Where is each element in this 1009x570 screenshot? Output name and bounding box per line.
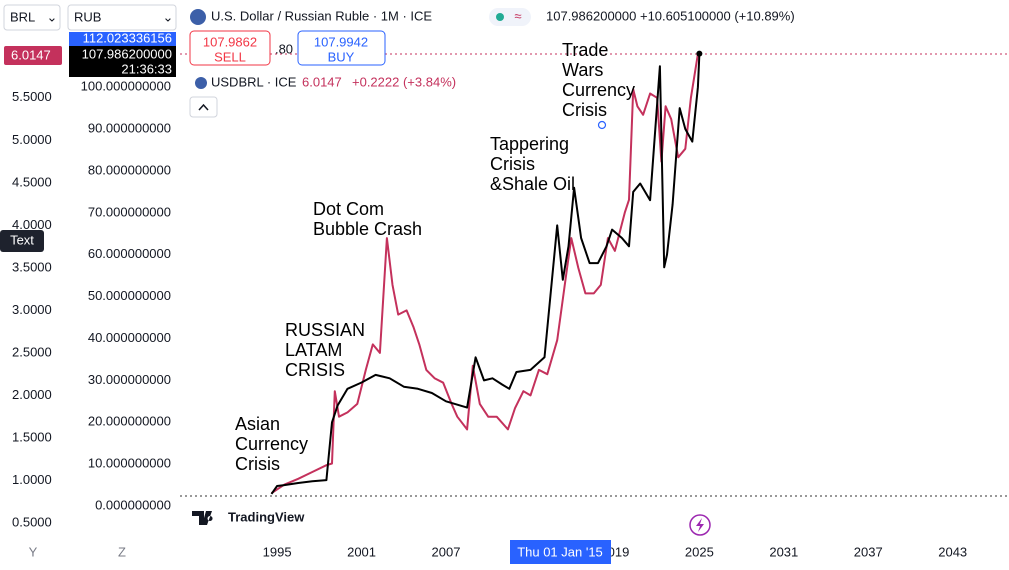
sell-label: SELL <box>214 49 246 64</box>
annotation: Bubble Crash <box>313 219 422 239</box>
dropdown-arrow: ⌄ <box>47 9 58 24</box>
annotation: Currency <box>235 434 308 454</box>
status-badge <box>489 8 531 26</box>
y-tick-label: 4.0000 <box>12 217 52 232</box>
y2-tick-label: 80.000000000 <box>88 162 171 177</box>
annotation: Crisis <box>562 100 607 120</box>
buy-price: 107.9942 <box>314 34 368 49</box>
flag-icon <box>190 9 206 25</box>
y2-tick-label: 90.000000000 <box>88 120 171 135</box>
y-tick-label: 4.5000 <box>12 174 52 189</box>
price-tag-text: 6.0147 <box>11 47 51 62</box>
y2-tick-label: 40.000000000 <box>88 330 171 345</box>
tooltip-text: Text <box>10 232 34 247</box>
series-line <box>270 53 701 495</box>
dropdown-arrow: ⌄ <box>163 9 174 24</box>
collapse-icon <box>198 103 209 111</box>
annotation: Currency <box>562 80 635 100</box>
price-tag-text: 112.023336156 <box>83 30 172 45</box>
price-tag <box>69 46 176 77</box>
y-tick-label: 3.0000 <box>12 302 52 317</box>
y2-tick-label: 20.000000000 <box>88 414 171 429</box>
y2-tick-label: 50.000000000 <box>88 288 171 303</box>
y-tick-label: 1.5000 <box>12 429 52 444</box>
annotation: CRISIS <box>285 360 345 380</box>
quote: 107.986200000 +10.605100000 (+10.89%) <box>546 8 795 23</box>
y2-tick-label: 60.000000000 <box>88 246 171 261</box>
symbol-title[interactable]: U.S. Dollar / Russian Ruble · 1M · ICE <box>211 8 432 23</box>
status-dot <box>496 13 504 21</box>
x-tick-label: 2037 <box>854 544 883 559</box>
dropdown-label: BRL <box>10 9 35 24</box>
x-tick-label: 2025 <box>685 544 714 559</box>
sell-price: 107.9862 <box>203 34 257 49</box>
event-icon-bolt <box>696 518 704 532</box>
y-tick-label: 3.5000 <box>12 259 52 274</box>
price-tag-text: 107.986200000 <box>82 46 172 61</box>
countdown: 21:36:33 <box>121 61 172 76</box>
dropdown-label: RUB <box>74 9 101 24</box>
annotation: Wars <box>562 60 603 80</box>
crosshair-date-tag <box>510 540 611 564</box>
tooltip <box>0 230 44 252</box>
x-tick-label: 2001 <box>347 544 376 559</box>
annotation: Asian <box>235 414 280 434</box>
y-tick-label: 5.5000 <box>12 89 52 104</box>
secondary-symbol[interactable]: USDBRL · ICE <box>211 74 297 89</box>
x-tick-label: 2007 <box>432 544 461 559</box>
dropdown[interactable] <box>3 4 61 31</box>
marker <box>597 120 607 130</box>
last-point <box>696 50 703 57</box>
annotation: Crisis <box>235 454 280 474</box>
series-line <box>270 53 699 495</box>
annotation: LATAM <box>285 340 342 360</box>
x-tick-label: 2043 <box>938 544 967 559</box>
y-tick-label: 0.5000 <box>12 514 52 529</box>
axis-button[interactable]: Z <box>118 544 126 559</box>
y2-tick-label: 70.000000000 <box>88 204 171 219</box>
logo: TradingView <box>228 509 305 524</box>
annotation: Tappering <box>490 134 569 154</box>
annotation: RUSSIAN <box>285 320 365 340</box>
sell-button[interactable] <box>189 30 271 66</box>
y-tick-label: 2.5000 <box>12 344 52 359</box>
y2-tick-label: 100.000000000 <box>81 79 171 94</box>
annotation: Dot Com <box>313 199 384 219</box>
y-tick-label: 2.0000 <box>12 387 52 402</box>
price-tag <box>4 46 62 65</box>
secondary-price: 6.0147 <box>302 74 342 89</box>
y-tick-label: 1.0000 <box>12 472 52 487</box>
annotation: Trade <box>562 40 608 60</box>
axis-button[interactable]: Y <box>29 544 38 559</box>
annotation: Crisis <box>490 154 535 174</box>
spread: .80 <box>275 41 293 56</box>
flag-icon <box>195 77 207 89</box>
x-tick-label: 1995 <box>263 544 292 559</box>
buy-button[interactable] <box>297 30 386 66</box>
secondary-change: +0.2222 (+3.84%) <box>352 74 456 89</box>
collapse-button[interactable] <box>189 96 218 118</box>
annotation: &Shale Oil <box>490 174 575 194</box>
y2-tick-label: 0.000000000 <box>95 498 171 513</box>
dropdown[interactable] <box>67 4 177 31</box>
y-tick-label: 5.0000 <box>12 132 52 147</box>
y2-tick-label: 10.000000000 <box>88 456 171 471</box>
buy-label: BUY <box>328 49 355 64</box>
price-tag <box>69 32 176 46</box>
logo-icon <box>192 511 213 525</box>
status-icon: ≈ <box>514 8 521 23</box>
y2-tick-label: 30.000000000 <box>88 372 171 387</box>
crosshair-date: Thu 01 Jan '15 <box>517 544 603 559</box>
x-tick-label: 2031 <box>769 544 798 559</box>
